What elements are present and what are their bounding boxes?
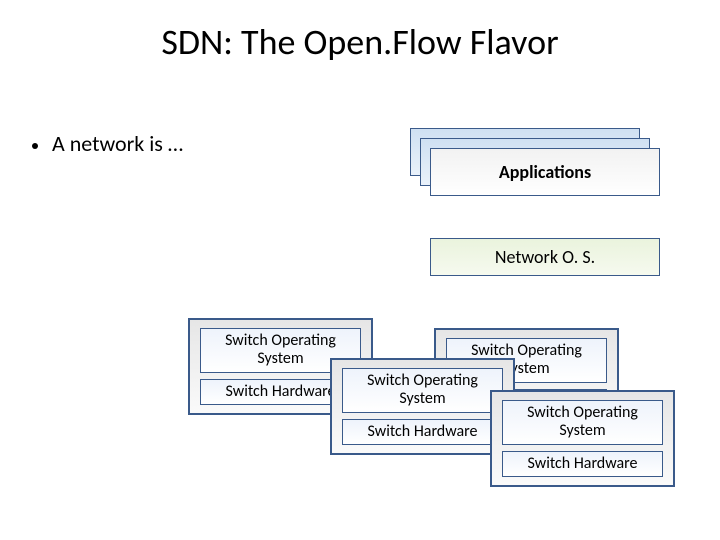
switch-box-2: Switch OperatingSystem Switch Hardware <box>330 358 515 455</box>
network-os-box: Network O. S. <box>430 238 660 276</box>
switch-hw-label: Switch Hardware <box>502 451 663 477</box>
applications-box-front: Applications <box>430 148 660 196</box>
bullet-text: A network is … <box>52 130 183 157</box>
switch-box-4: Switch OperatingSystem Switch Hardware <box>490 390 675 487</box>
applications-label: Applications <box>499 161 591 183</box>
slide-title: SDN: The Open.Flow Flavor <box>0 20 720 64</box>
switch-hw-label: Switch Hardware <box>342 419 503 445</box>
bullet-row: A network is … <box>32 130 183 157</box>
network-os-label: Network O. S. <box>495 246 595 268</box>
bullet-dot-icon <box>32 143 38 149</box>
switch-os-label: Switch OperatingSystem <box>342 368 503 413</box>
switch-os-label: Switch OperatingSystem <box>502 400 663 445</box>
